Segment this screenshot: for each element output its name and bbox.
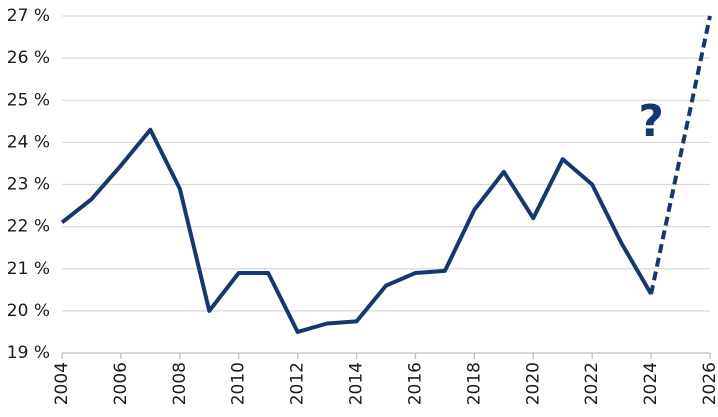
- x-tick-label: 2020: [523, 362, 543, 405]
- x-tick-label: 2022: [582, 362, 602, 405]
- y-tick-label: 19 %: [7, 343, 50, 363]
- y-tick-label: 23 %: [7, 175, 50, 195]
- y-tick-label: 22 %: [7, 217, 50, 237]
- x-tick-label: 2010: [229, 362, 249, 405]
- projection-line: [649, 15, 712, 295]
- y-gridlines: [62, 15, 710, 312]
- y-tick-label: 26 %: [7, 48, 50, 68]
- x-tick-label: 2012: [288, 362, 308, 405]
- y-tick-label: 24 %: [7, 132, 50, 152]
- x-tick-label: 2014: [347, 362, 367, 405]
- historical-line: [60, 127, 653, 334]
- x-axis-labels: 2004 2006 2008 2010 2012 2014 2016 2018 2020 2022…: [52, 362, 718, 405]
- y-tick-label: 25 %: [7, 90, 50, 110]
- x-tick-label: 2026: [700, 362, 718, 405]
- y-tick-label: 21 %: [7, 259, 50, 279]
- y-tick-label: 27 %: [7, 6, 50, 26]
- x-axis: [61, 352, 711, 359]
- x-tick-label: 2004: [52, 362, 72, 405]
- x-tick-label: 2024: [641, 362, 661, 405]
- x-tick-label: 2018: [464, 362, 484, 405]
- x-tick-label: 2008: [170, 362, 190, 405]
- question-mark-annotation: ?: [638, 96, 664, 147]
- y-tick-label: 20 %: [7, 301, 50, 321]
- x-tick-label: 2016: [405, 362, 425, 405]
- y-axis-labels: 19 % 20 % 21 % 22 % 23 % 24 % 25 % 26 % 27 %: [7, 6, 50, 363]
- x-tick-label: 2006: [111, 362, 131, 405]
